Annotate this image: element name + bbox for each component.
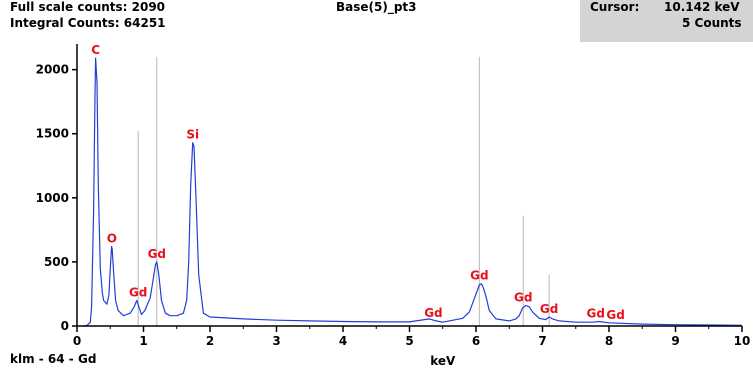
x-tick-label-10: 10 — [734, 334, 751, 348]
element-label-gd-5: Gd — [424, 306, 442, 320]
element-label-o-1: O — [107, 232, 117, 246]
element-label-gd-6: Gd — [470, 269, 488, 283]
full-scale-counts: Full scale counts: 2090 — [10, 0, 166, 14]
element-label-gd-2: Gd — [129, 285, 147, 299]
element-label-c-0: C — [91, 43, 100, 57]
x-tick-label-4: 4 — [339, 334, 347, 348]
y-tick-label-500: 500 — [44, 255, 69, 269]
cursor-readout-box — [580, 0, 753, 42]
x-tick-label-2: 2 — [206, 334, 214, 348]
integral-counts: Integral Counts: 64251 — [10, 16, 166, 30]
cursor-label: Cursor: — [590, 0, 640, 14]
y-tick-label-1500: 1500 — [36, 127, 69, 141]
cursor-energy: 10.142 keV — [664, 0, 740, 14]
y-tick-label-2000: 2000 — [36, 63, 69, 77]
cursor-counts: 5 Counts — [682, 16, 742, 30]
x-tick-label-0: 0 — [73, 334, 81, 348]
x-tick-label-7: 7 — [538, 334, 546, 348]
element-label-gd-9: Gd — [586, 307, 604, 321]
element-label-gd-10: Gd — [606, 308, 624, 322]
x-axis-label: keV — [430, 354, 456, 368]
element-label-gd-7: Gd — [514, 290, 532, 304]
element-label-gd-3: Gd — [148, 247, 166, 261]
x-tick-label-3: 3 — [272, 334, 280, 348]
spectrum-line — [83, 57, 743, 327]
spectrum-title: Base(5)_pt3 — [336, 0, 417, 14]
x-tick-label-8: 8 — [605, 334, 613, 348]
x-tick-label-6: 6 — [472, 334, 480, 348]
x-tick-label-9: 9 — [671, 334, 679, 348]
y-tick-label-1000: 1000 — [36, 191, 69, 205]
x-tick-label-5: 5 — [405, 334, 413, 348]
element-label-gd-8: Gd — [540, 302, 558, 316]
x-tick-label-1: 1 — [139, 334, 147, 348]
marker-info-text: klm - 64 - Gd — [10, 352, 97, 366]
element-label-si-4: Si — [186, 128, 199, 142]
y-tick-label-0: 0 — [61, 319, 69, 333]
